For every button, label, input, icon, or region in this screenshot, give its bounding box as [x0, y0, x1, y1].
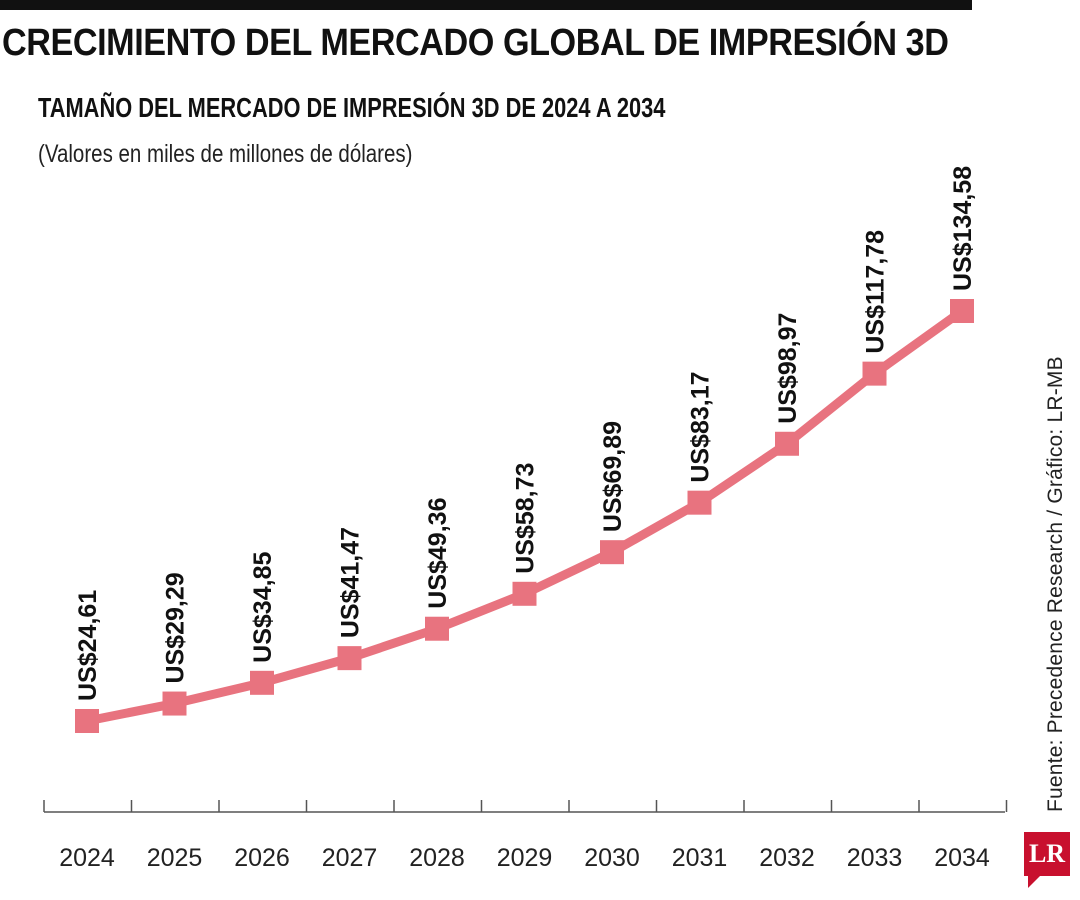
data-point-marker: [775, 431, 799, 456]
data-point-marker: [337, 646, 362, 671]
lr-logo: LR: [1024, 832, 1070, 888]
markers-layer: [75, 299, 974, 733]
data-point-marker: [600, 540, 624, 565]
data-point-marker: [862, 361, 887, 386]
x-tick-label: 2033: [847, 844, 903, 872]
x-tick-label: 2030: [584, 844, 640, 872]
data-point-marker: [687, 490, 712, 515]
data-value-label: US$24,61: [74, 590, 102, 701]
source-credit: Fuente: Precedence Research / Gráfico: L…: [1044, 356, 1067, 812]
chart-subtitle: TAMAÑO DEL MERCADO DE IMPRESIÓN 3D DE 20…: [38, 92, 666, 123]
data-point-marker: [425, 616, 449, 641]
data-value-label: US$83,17: [687, 371, 715, 482]
data-value-label: US$29,29: [162, 572, 190, 683]
data-point-marker: [162, 691, 187, 716]
data-value-label: US$69,89: [599, 421, 627, 532]
data-value-label: US$117,78: [862, 230, 890, 354]
units-note: (Valores en miles de millones de dólares…: [38, 140, 413, 168]
data-value-label: US$58,73: [512, 463, 540, 574]
data-point-marker: [75, 709, 99, 733]
x-tick-label: 2026: [234, 844, 290, 872]
data-point-marker: [512, 581, 537, 606]
x-tick-label: 2034: [934, 844, 990, 872]
data-value-label: US$49,36: [424, 498, 452, 609]
value-labels-layer: US$24,61 US$29,29 US$34,85 US$41,47 US$49,36…: [74, 166, 977, 701]
data-value-label: US$41,47: [337, 527, 365, 638]
data-value-label: US$34,85: [249, 552, 277, 663]
x-tick-label: 2032: [759, 844, 815, 872]
page-title: CRECIMIENTO DEL MERCADO GLOBAL DE IMPRES…: [2, 22, 949, 64]
data-value-label: US$98,97: [774, 313, 802, 424]
data-point-marker: [950, 299, 974, 323]
data-point-marker: [250, 670, 274, 695]
data-value-label: US$134,58: [949, 166, 977, 291]
top-rule: [0, 0, 972, 10]
x-axis: 2024 2025 2026 2027 2028 2029 2030 2031 2032 2033…: [43, 800, 1008, 872]
x-tick-label: 2028: [409, 844, 465, 872]
x-tick-label: 2029: [497, 844, 553, 872]
line-chart: 2024 2025 2026 2027 2028 2029 2030 2031 2032 2033…: [43, 166, 1008, 872]
x-tick-label: 2027: [322, 844, 378, 872]
x-tick-label: 2024: [59, 844, 115, 872]
x-tick-label: 2025: [147, 844, 203, 872]
x-tick-label: 2031: [672, 844, 728, 872]
